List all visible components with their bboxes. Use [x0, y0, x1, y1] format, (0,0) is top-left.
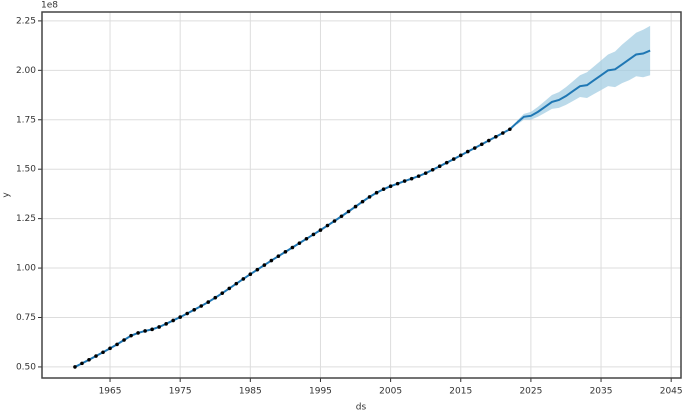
- observed-point: [318, 228, 323, 232]
- x-tick-label: 1965: [99, 387, 122, 397]
- observed-point: [157, 325, 161, 329]
- observed-point: [199, 304, 204, 308]
- observed-point: [451, 157, 456, 161]
- y-tick-label: 2.25: [16, 16, 36, 26]
- observed-point: [388, 184, 393, 189]
- observed-point: [402, 179, 407, 183]
- observed-point: [213, 295, 218, 300]
- x-tick-label: 2045: [660, 387, 683, 397]
- observed-point: [241, 277, 246, 281]
- observed-point: [465, 149, 470, 154]
- x-tick-label: 1975: [169, 387, 192, 397]
- observed-point: [234, 281, 239, 286]
- observed-point: [360, 199, 365, 204]
- observed-point: [269, 258, 274, 263]
- observed-point: [374, 190, 379, 195]
- observed-point: [276, 254, 281, 258]
- uncertainty-band: [516, 25, 651, 125]
- observed-point: [430, 167, 435, 172]
- observed-point: [206, 300, 211, 304]
- y-tick-label: 0.75: [16, 313, 36, 323]
- y-tick-label: 1.00: [16, 264, 36, 274]
- observed-point: [283, 250, 288, 254]
- x-tick-label: 2005: [379, 387, 402, 397]
- observed-point: [290, 245, 295, 250]
- observed-point: [94, 354, 98, 358]
- x-tick-label: 1995: [309, 387, 332, 397]
- observed-point: [409, 176, 414, 181]
- observed-point: [227, 286, 232, 291]
- observed-point: [479, 142, 484, 147]
- observed-point: [339, 214, 344, 219]
- observed-point: [472, 146, 477, 150]
- observed-point: [192, 307, 197, 312]
- observed-point: [164, 322, 168, 326]
- observed-point: [262, 263, 267, 267]
- observed-point: [501, 131, 505, 135]
- observed-point: [178, 315, 182, 319]
- y-tick-label: 2.00: [16, 66, 36, 76]
- observed-point: [297, 241, 302, 245]
- observed-point: [150, 327, 154, 332]
- observed-point: [248, 272, 253, 276]
- observed-point: [73, 365, 77, 369]
- observed-point: [143, 329, 147, 333]
- y-tick-label: 0.50: [16, 362, 36, 372]
- y-tick-label: 1.25: [16, 214, 36, 224]
- observed-point: [508, 127, 512, 132]
- observed-point: [129, 333, 133, 338]
- observed-point: [80, 361, 84, 366]
- observed-point: [353, 204, 358, 209]
- observed-point: [395, 181, 400, 186]
- x-tick-label: 2025: [519, 387, 542, 397]
- y-axis-label: y: [2, 192, 12, 198]
- observed-point: [416, 174, 421, 178]
- observed-point: [325, 223, 330, 228]
- observed-point: [381, 187, 386, 191]
- y-tick-label: 1.75: [16, 115, 36, 125]
- observed-point: [311, 232, 316, 237]
- x-tick-label: 1985: [239, 387, 262, 397]
- observed-point: [367, 195, 372, 199]
- observed-point: [458, 153, 463, 158]
- observed-point: [304, 236, 309, 241]
- observed-point: [487, 138, 491, 143]
- observed-point: [332, 219, 337, 223]
- observed-point: [444, 160, 449, 165]
- observed-point: [494, 134, 498, 139]
- x-tick-label: 2015: [449, 387, 472, 397]
- observed-point: [423, 171, 428, 175]
- observed-point: [437, 164, 442, 169]
- observed-point: [101, 350, 105, 355]
- forecast-line: [74, 49, 651, 368]
- y-offset-label: 1e8: [41, 1, 58, 11]
- x-axis-label: ds: [356, 403, 367, 413]
- observed-point: [87, 358, 91, 362]
- observed-point: [171, 318, 175, 323]
- observed-point: [122, 338, 126, 342]
- y-tick-label: 1.50: [16, 165, 36, 175]
- observed-point: [115, 342, 119, 347]
- observed-point: [220, 291, 225, 295]
- observed-point: [255, 267, 260, 272]
- observed-point: [185, 311, 189, 316]
- plot-frame: [41, 11, 682, 379]
- observed-point: [346, 209, 351, 214]
- observed-point: [136, 331, 140, 335]
- x-tick-label: 2035: [590, 387, 613, 397]
- observed-point: [108, 346, 112, 351]
